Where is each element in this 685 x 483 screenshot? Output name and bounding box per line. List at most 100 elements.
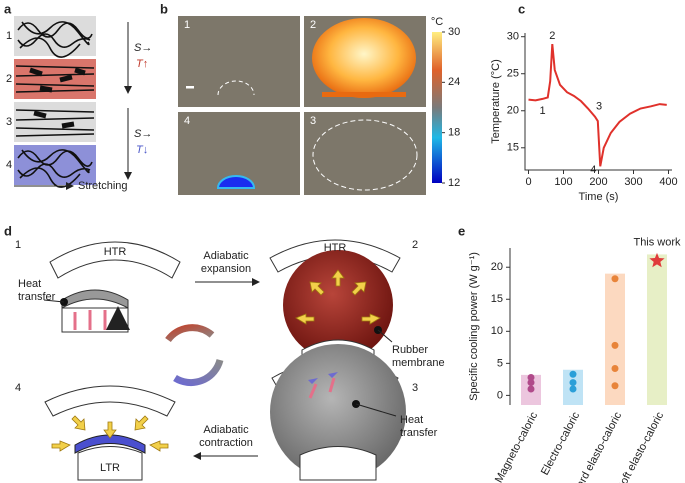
step-label: 3	[6, 116, 12, 128]
colorbar-tick-label: 18	[448, 127, 460, 139]
polymer-chains	[15, 65, 95, 93]
step-label: 2	[6, 73, 12, 85]
point	[611, 275, 619, 283]
y-tick-label: 0	[497, 389, 503, 401]
point	[527, 385, 535, 393]
point	[569, 385, 577, 393]
y-tick-label: 20	[507, 105, 519, 117]
x-tick-label: 400	[659, 176, 677, 188]
step-label: 4	[6, 159, 12, 171]
panel-label: e	[458, 223, 465, 238]
point	[611, 364, 619, 372]
polymer-chains	[17, 149, 93, 188]
image-label: 4	[184, 115, 190, 127]
y-tick-label: 20	[491, 261, 503, 273]
point	[569, 379, 577, 387]
leader-line	[355, 403, 397, 417]
point	[611, 341, 619, 349]
point	[611, 382, 619, 390]
y-axis-label: Specific cooling power (W g⁻¹)	[468, 252, 480, 401]
star-point	[649, 252, 665, 268]
annotation: transfer	[400, 427, 438, 439]
step-label: 3	[412, 382, 418, 394]
line	[528, 44, 667, 167]
y-axis-label: Temperature (°C)	[490, 59, 502, 143]
panel-a: a 1 2 3 4 S→ T↑ S→ T↓ Stretching	[4, 1, 152, 191]
outline	[312, 119, 418, 191]
step-label: 1	[6, 30, 12, 42]
leader-line	[377, 329, 393, 343]
colorbar-tick-label: 30	[448, 26, 460, 38]
htr-label: HTR	[104, 246, 127, 258]
annotation: Rubber	[392, 344, 428, 356]
image-label: 3	[310, 115, 316, 127]
x-tick-label: 300	[624, 176, 642, 188]
axes	[524, 33, 672, 171]
annotation: membrane	[392, 357, 445, 369]
annotation: contraction	[199, 437, 253, 449]
heat-arrow	[308, 377, 336, 399]
y-tick-label: 25	[507, 68, 519, 80]
panel-b: b 1 2 4 3 °C 12 18 24 30	[160, 1, 460, 195]
y-tick-label: 15	[507, 142, 519, 154]
panel-label: d	[4, 223, 12, 238]
ltr	[77, 446, 143, 481]
x-tick-label: Electro-caloric	[539, 410, 583, 478]
colorbar-tick-label: 12	[448, 177, 460, 189]
heat-arrow	[73, 310, 118, 330]
crystallite	[29, 67, 86, 93]
rubber-strip	[61, 289, 129, 309]
x-tick-label: 100	[554, 176, 572, 188]
annotation: transfer	[18, 291, 56, 303]
point	[569, 370, 577, 378]
rubber-strip	[74, 434, 146, 454]
step-label: 4	[15, 382, 21, 394]
colorbar-tick-label: 24	[448, 76, 460, 88]
colorbar	[432, 32, 442, 183]
step-label: 2	[412, 239, 418, 251]
polymer-chains	[15, 109, 95, 137]
scale-bar	[186, 86, 194, 89]
range-bar	[605, 273, 625, 405]
annotation: expansion	[201, 263, 251, 275]
thermal-image	[304, 112, 426, 195]
cycle-arrow	[173, 358, 224, 387]
cold-balloon	[216, 175, 256, 189]
contraction-arrows	[51, 415, 169, 452]
y-tick-label: 15	[491, 293, 503, 305]
annotation: Heat	[400, 414, 423, 426]
annotation: This work	[633, 237, 681, 249]
htr	[49, 241, 181, 279]
arrow-label: S→	[134, 42, 152, 54]
panel-e: e 0 5 10 15 20 Specific cooling power (W g⁻¹)…	[458, 223, 681, 483]
hot-base	[322, 92, 406, 97]
expansion-arrows	[295, 269, 381, 325]
image-label: 2	[310, 19, 316, 31]
annotation: 2	[549, 30, 555, 42]
htr-label: HTR	[324, 242, 347, 254]
arrow-label: S→	[134, 128, 152, 140]
x-tick-label: 200	[589, 176, 607, 188]
deflated-membrane	[270, 344, 406, 480]
x-axis-label: Time (s)	[579, 191, 619, 203]
colorbar-label: °C	[431, 16, 443, 28]
range-bar	[647, 254, 667, 405]
annotation: Adiabatic	[203, 424, 249, 436]
point	[527, 373, 535, 381]
hot-balloon	[312, 18, 416, 98]
axis-label: Stretching	[78, 180, 128, 192]
outline	[217, 80, 255, 96]
x-tick-label: Soft elasto-caloric	[615, 410, 667, 483]
polymer-chains	[17, 21, 93, 58]
panel-label: a	[4, 1, 12, 16]
panel-label: b	[160, 1, 168, 16]
point	[527, 379, 535, 387]
step-label: 1	[15, 239, 21, 251]
cycle-arrow	[165, 324, 215, 343]
annotation: Heat	[18, 278, 41, 290]
x-tick-label: 0	[525, 176, 531, 188]
annotation: 4	[590, 164, 596, 176]
htr	[44, 385, 176, 417]
